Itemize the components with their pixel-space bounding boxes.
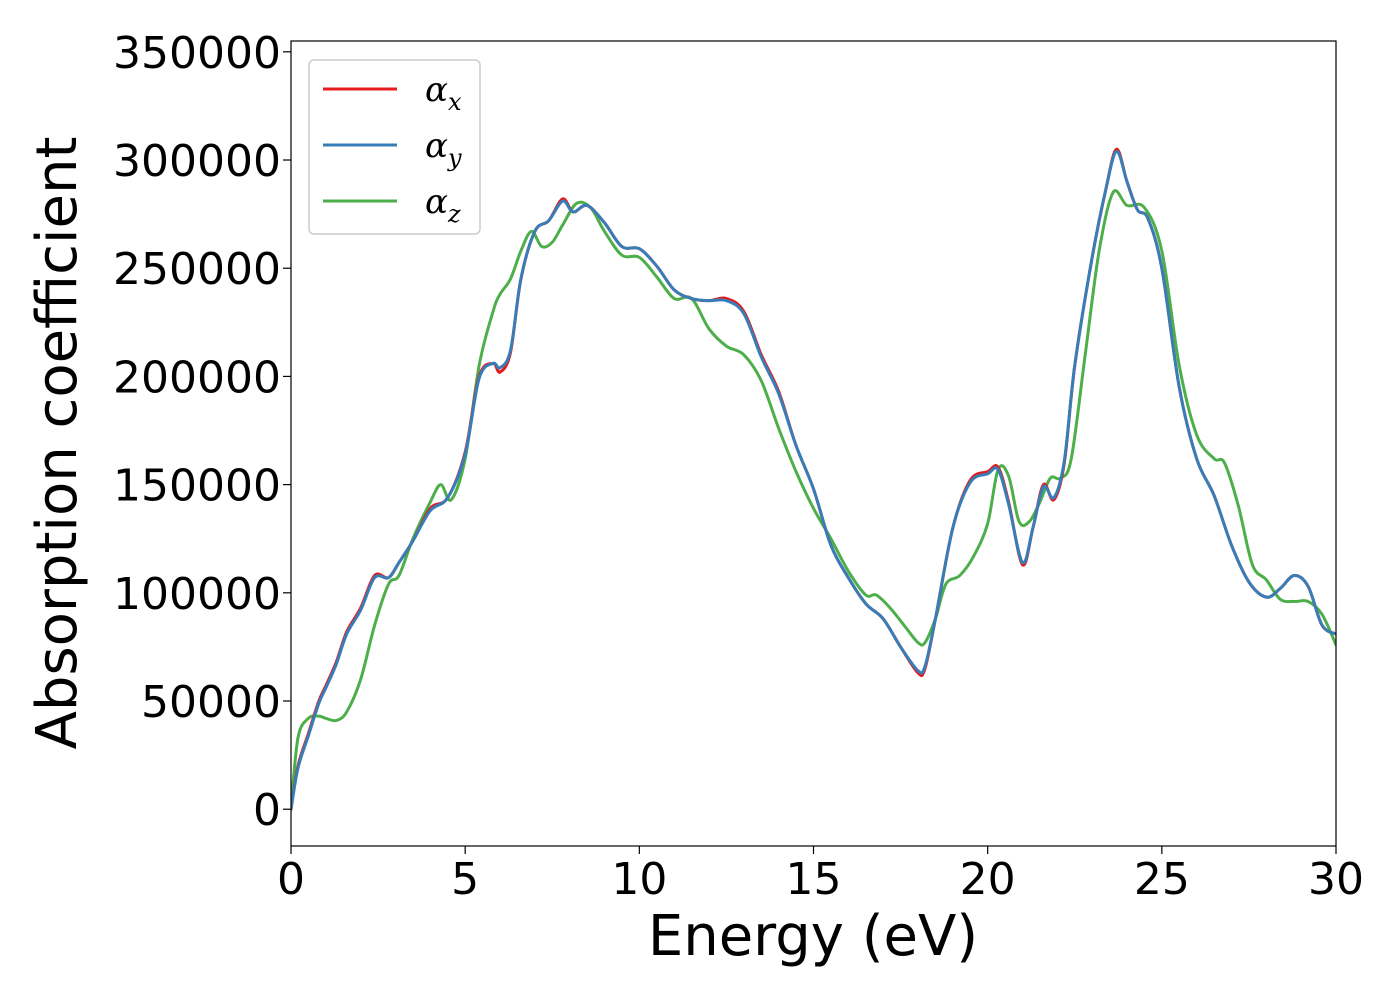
legend-label-y: αy: [425, 126, 462, 172]
x-tick-label: 0: [277, 854, 305, 905]
y-tick-label: 150000: [113, 461, 281, 512]
x-axis-title: Energy (eV): [648, 904, 978, 969]
x-tick-label: 25: [1134, 854, 1190, 905]
legend-items: αx αy αz: [323, 70, 462, 228]
y-tick-label: 100000: [113, 569, 281, 620]
y-tick-label: 0: [253, 785, 281, 836]
legend-label-x: αx: [425, 70, 462, 116]
legend: αx αy αz: [308, 59, 481, 235]
y-tick-label: 200000: [113, 352, 281, 403]
y-tick-label: 250000: [113, 244, 281, 295]
y-tick-label: 300000: [113, 136, 281, 187]
series-layer: [291, 147, 1336, 811]
y-axis-title: Absorption coefficient: [25, 137, 90, 750]
x-tick-label: 15: [786, 854, 842, 905]
y-axis: 0 50000 100000 150000 200000 250000 300000 3500…: [113, 28, 291, 836]
y-tick-label: 350000: [113, 28, 281, 79]
x-tick-label: 5: [451, 854, 479, 905]
series-line-z: [291, 189, 1336, 811]
x-tick-label: 10: [611, 854, 667, 905]
series-line-y: [291, 149, 1336, 811]
x-axis: 0 5 10 15 20 25 30: [277, 846, 1364, 905]
x-tick-label: 30: [1308, 854, 1364, 905]
y-tick-label: 50000: [141, 677, 281, 728]
legend-box: [308, 59, 481, 235]
legend-label-z: αz: [425, 182, 461, 228]
x-tick-label: 20: [960, 854, 1016, 905]
